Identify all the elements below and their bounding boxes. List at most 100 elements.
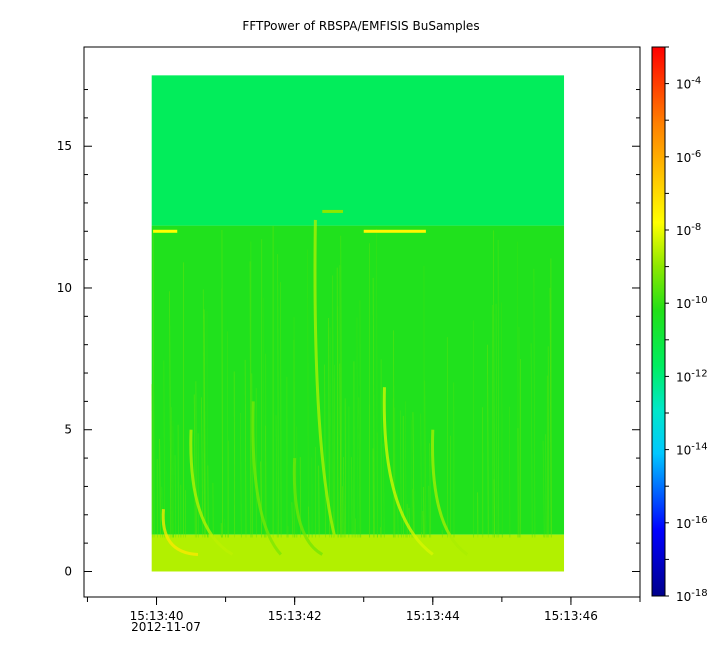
noise-streak [344,398,347,538]
noise-streak [497,239,500,538]
noise-streak [308,506,310,538]
colorbar-tick-label: 10-16 [676,515,708,531]
noise-streak [240,413,242,538]
x-tick-label: 15:13:42 [268,609,322,623]
noise-streak [501,302,503,538]
noise-streak [206,310,209,538]
noise-streak [508,406,511,538]
chorus-element [431,429,469,556]
noise-streak [340,235,343,538]
chorus-element [313,219,341,555]
y-tick-label: 10 [57,281,72,295]
chorus-element [161,508,199,556]
noise-streak [336,267,339,538]
noise-streak [163,360,166,538]
noise-streak [420,413,423,538]
noise-streak [159,438,161,538]
colorbar-tick-label: 10-14 [676,442,708,458]
colorbar: 10-4 10-6 10-8 10-10 10-12 10-14 10-16 10-18 [651,46,708,604]
noise-streak [359,300,362,538]
noise-streak [249,261,252,538]
x-tick-label: 15:13:46 [544,609,598,623]
chart-title: FFTPower of RBSPA/EMFISIS BuSamples [242,19,479,33]
noise-streak [291,502,294,538]
noise-streak [393,330,395,538]
noise-streak [422,486,425,538]
y-axis: 0 5 10 15 [57,89,640,578]
noise-streak [328,318,330,538]
colorbar-ticks: 10-4 10-6 10-8 10-10 10-12 10-14 10-16 10-18 [665,46,708,604]
noise-streak [530,343,533,538]
noise-streak [280,282,282,538]
noise-streak [244,359,247,538]
noise-streak [412,412,415,538]
plot-area: 15:13:40 15:13:42 15:13:44 15:13:46 051015 … [57,46,641,634]
noise-streak [408,507,410,538]
noise-streak [193,394,196,538]
x-tick-label: 15:13:44 [406,609,460,623]
noise-streak [275,415,278,538]
x-tick-label: 15:13:40 [130,609,184,623]
noise-streak [342,456,345,538]
noise-streak [356,317,359,538]
noise-streak [223,519,227,538]
noise-streak [492,230,495,538]
noise-streak [372,277,375,538]
noise-streak [201,397,204,538]
noise-streak [412,489,415,538]
noise-streak [202,289,205,538]
noise-streak [277,254,279,538]
noise-streak [221,288,223,538]
noise-streak [152,232,155,538]
noise-streak [429,443,432,538]
x-date-label: 2012-11-07 [131,620,201,634]
spectrogram-band [151,534,565,572]
noise-streak [533,268,536,538]
chorus-element [189,429,234,556]
noise-streak [206,530,209,538]
colorbar-tick-label: 10-6 [676,149,701,165]
chorus-element [251,401,282,556]
noise-streak [203,309,206,538]
noise-streak [329,327,332,538]
noise-streak [428,485,430,538]
noise-streak [404,401,407,538]
noise-streak [399,410,402,538]
noise-streak [324,364,326,538]
noise-streak [339,363,342,538]
y-tick-label: 5 [64,423,72,437]
colorbar-tick-label: 10-8 [676,222,701,238]
noise-streak [174,455,177,538]
emission-line [363,229,426,233]
noise-streak [151,384,153,538]
noise-streak [382,443,385,538]
noise-streak [542,440,545,538]
noise-streak [342,486,344,538]
colorbar-tick-label: 10-18 [676,588,708,604]
noise-streak [170,407,173,538]
noise-streak [545,434,547,538]
noise-streak [220,533,223,538]
x-axis: 15:13:40 15:13:42 15:13:44 15:13:46 [86,597,641,623]
colorbar-tick-label: 10-12 [676,368,708,384]
emission-line [153,229,178,233]
chorus-element [382,387,434,556]
noise-streak [169,291,172,538]
noise-streak [262,297,265,538]
noise-streak [495,303,498,538]
colorbar-tick-label: 10-10 [676,295,708,311]
spectrogram-image [151,75,565,572]
noise-streak [318,465,320,538]
noise-streak [195,381,197,538]
chorus-element [292,458,324,556]
noise-streak [422,510,424,538]
noise-streak [358,397,361,538]
spectrogram-band [151,75,565,226]
noise-streak [376,228,378,538]
colorbar-gradient [651,46,666,597]
noise-streak [351,457,353,538]
colorbar-tick-label: 10-4 [676,76,701,92]
y-tick-label: 15 [57,139,72,153]
y-tick-label: 0 [64,564,72,578]
